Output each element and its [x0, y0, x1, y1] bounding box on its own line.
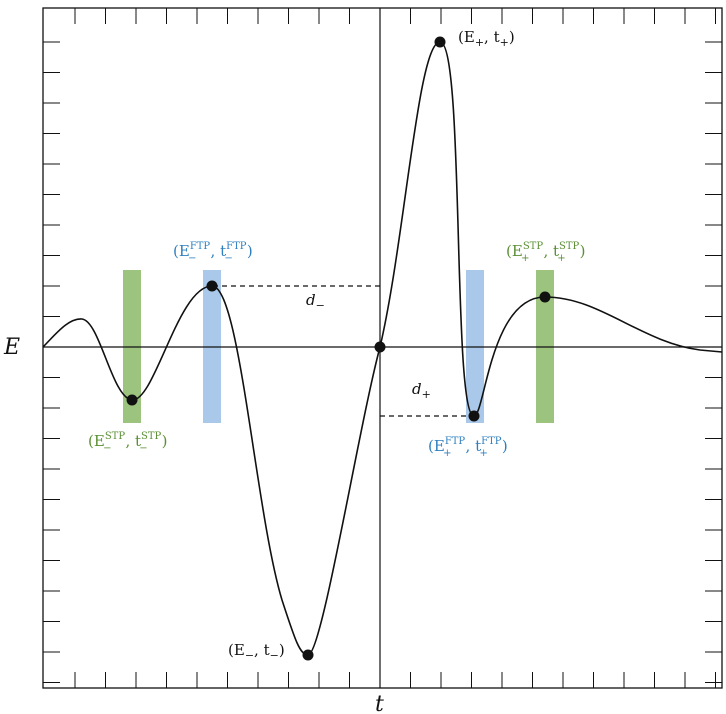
- max-point-label: (E+, t+): [458, 28, 515, 49]
- min-point-label: (E−, t−): [228, 641, 285, 662]
- plot-frame: [42, 7, 723, 689]
- max-point: [434, 36, 446, 48]
- ftp-minus-point: [206, 280, 218, 292]
- min-point: [302, 649, 314, 661]
- y-axis-label: E: [3, 335, 20, 360]
- ftp-minus-label: (EFTP −, tFTP −): [173, 241, 253, 264]
- stp-minus-point: [126, 394, 138, 406]
- ftp-plus-label: (EFTP +, tFTP +): [428, 436, 508, 459]
- d-minus-label: d−: [306, 291, 325, 312]
- stp-minus-label: (ESTP −, tSTP −): [88, 431, 168, 454]
- stp-plus-point: [539, 291, 551, 303]
- x-axis-label: t: [375, 692, 384, 714]
- ftp-plus-point: [468, 410, 480, 422]
- waveform-curve: [42, 41, 723, 656]
- stp-plus-label: (ESTP +, tSTP +): [506, 241, 586, 264]
- d-plus-label: d+: [412, 380, 431, 401]
- origin-point: [374, 341, 386, 353]
